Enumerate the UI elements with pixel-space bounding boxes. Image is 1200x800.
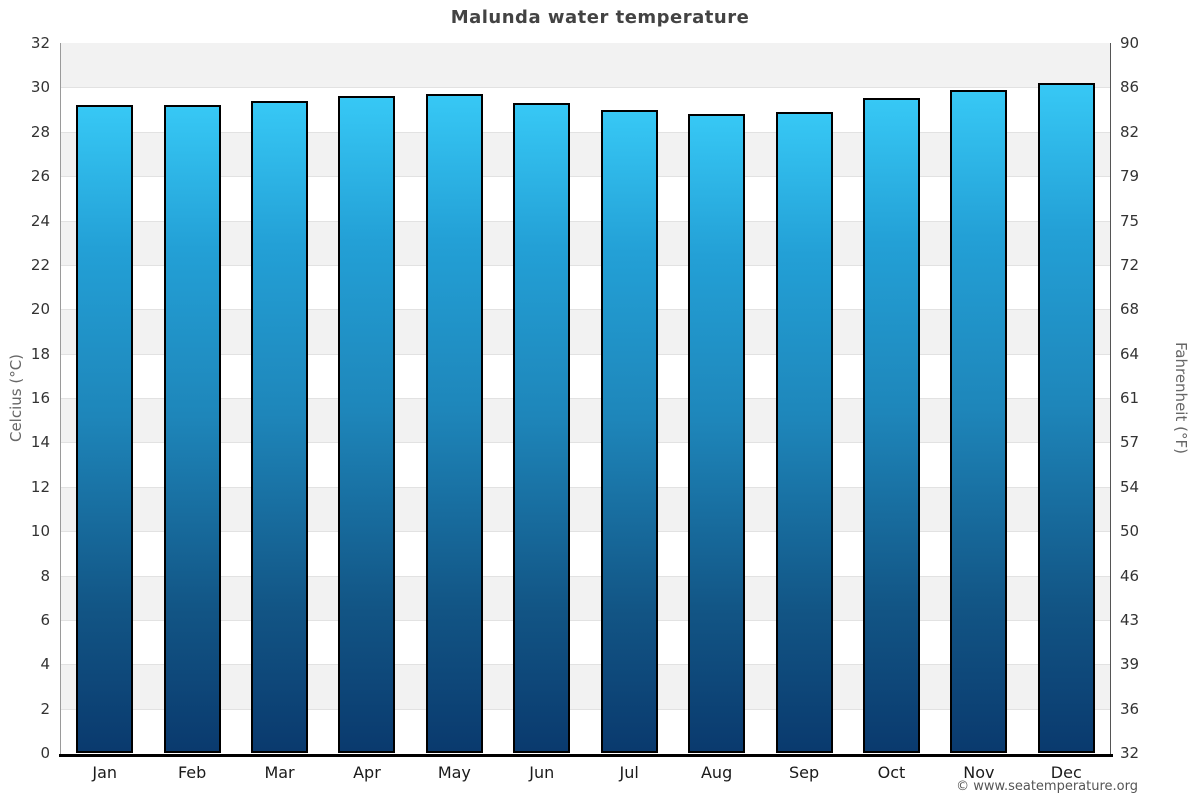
y-tick-right: 75 (1120, 211, 1140, 230)
gridline (61, 131, 1110, 133)
bar-feb (163, 105, 221, 753)
plot-band (61, 442, 1110, 487)
y-tick-left: 20 (30, 300, 50, 319)
plot-band (61, 220, 1110, 265)
plot-band (61, 619, 1110, 665)
gridline (61, 531, 1110, 533)
y-tick-left: 16 (30, 389, 50, 407)
y-tick-left: 32 (30, 34, 50, 52)
x-tick-jul: Jul (619, 763, 639, 782)
y-tick-left: 14 (30, 433, 50, 452)
y-tick-left: 0 (40, 744, 50, 762)
y-tick-right: 32 (1120, 744, 1140, 762)
gridline (61, 353, 1110, 355)
x-tick-may: May (437, 763, 471, 782)
x-tick-jan: Jan (92, 763, 118, 782)
y-axis-right-line (1110, 43, 1111, 754)
y-tick-right: 90 (1120, 34, 1140, 52)
y-tick-right: 82 (1120, 122, 1140, 141)
y-tick-left: 8 (40, 566, 50, 585)
gridline (61, 708, 1110, 710)
y-tick-left: 18 (30, 344, 50, 363)
y-tick-right: 50 (1120, 522, 1140, 541)
y-tick-left: 12 (30, 477, 50, 496)
y-tick-right: 72 (1120, 255, 1140, 274)
y-axis-right-title: Fahrenheit (°F) (1172, 342, 1190, 454)
y-tick-left: 10 (30, 522, 50, 541)
x-axis-line (59, 754, 1113, 757)
bar-may (425, 94, 483, 753)
y-tick-right: 79 (1120, 167, 1140, 186)
gridline (61, 398, 1110, 399)
x-tick-apr: Apr (353, 763, 381, 782)
y-tick-right: 46 (1120, 566, 1140, 585)
gridline (61, 619, 1110, 621)
y-tick-left: 22 (30, 255, 50, 274)
y-tick-right: 86 (1120, 78, 1140, 97)
gridline (61, 575, 1110, 577)
bar-nov (950, 89, 1008, 753)
gridline (61, 442, 1110, 444)
gridline (61, 264, 1110, 266)
x-tick-nov: Nov (963, 763, 995, 782)
plot-band (61, 131, 1110, 177)
y-tick-left: 2 (40, 699, 50, 718)
plot-band (61, 309, 1110, 354)
x-tick-dec: Dec (1050, 763, 1082, 782)
bar-oct (862, 98, 920, 753)
plot-band (61, 664, 1110, 709)
plot-area (61, 43, 1110, 753)
bar-jun (513, 102, 571, 753)
y-tick-right: 57 (1120, 433, 1140, 452)
x-tick-jun: Jun (529, 763, 555, 782)
x-tick-aug: Aug (700, 763, 733, 782)
y-tick-right: 61 (1120, 389, 1140, 407)
plot-band (61, 575, 1110, 620)
x-tick-oct: Oct (877, 763, 906, 782)
bar-dec (1037, 82, 1095, 753)
bar-aug (688, 114, 746, 753)
x-tick-sep: Sep (788, 763, 820, 782)
bar-apr (338, 96, 396, 753)
y-tick-left: 28 (30, 122, 50, 141)
plot-band (61, 43, 1110, 88)
y-axis-left-line (60, 43, 61, 754)
gridline (61, 486, 1110, 488)
y-tick-right: 68 (1120, 300, 1140, 319)
y-tick-left: 24 (30, 211, 50, 230)
x-tick-mar: Mar (264, 763, 295, 782)
chart-title: Malunda water temperature (450, 7, 750, 28)
x-tick-feb: Feb (177, 763, 207, 782)
plot-band (61, 353, 1110, 398)
y-tick-right: 39 (1120, 655, 1140, 674)
gridline (61, 220, 1110, 222)
gridline (61, 309, 1110, 311)
y-tick-right: 64 (1120, 344, 1140, 363)
plot-band (61, 264, 1110, 310)
plot-band (61, 531, 1110, 576)
y-tick-left: 4 (40, 655, 50, 674)
bar-mar (251, 100, 309, 753)
gridline (61, 176, 1110, 178)
bar-sep (775, 111, 833, 753)
plot-band (61, 87, 1110, 132)
y-axis-left-title: Celcius (°C) (7, 353, 25, 443)
plot-band (61, 176, 1110, 221)
y-tick-left: 30 (30, 78, 50, 97)
plot-band (61, 708, 1110, 753)
y-tick-left: 26 (30, 167, 50, 186)
y-tick-left: 6 (40, 610, 50, 629)
bar-jan (76, 105, 134, 753)
plot-band (61, 486, 1110, 532)
gridline (61, 87, 1110, 89)
bar-jul (600, 109, 658, 753)
copyright-credit: © www.seatemperature.org (956, 779, 1138, 794)
y-tick-right: 43 (1120, 610, 1140, 629)
y-tick-right: 54 (1120, 477, 1140, 496)
y-tick-right: 36 (1120, 699, 1140, 718)
gridline (61, 664, 1110, 666)
plot-band (61, 398, 1110, 443)
